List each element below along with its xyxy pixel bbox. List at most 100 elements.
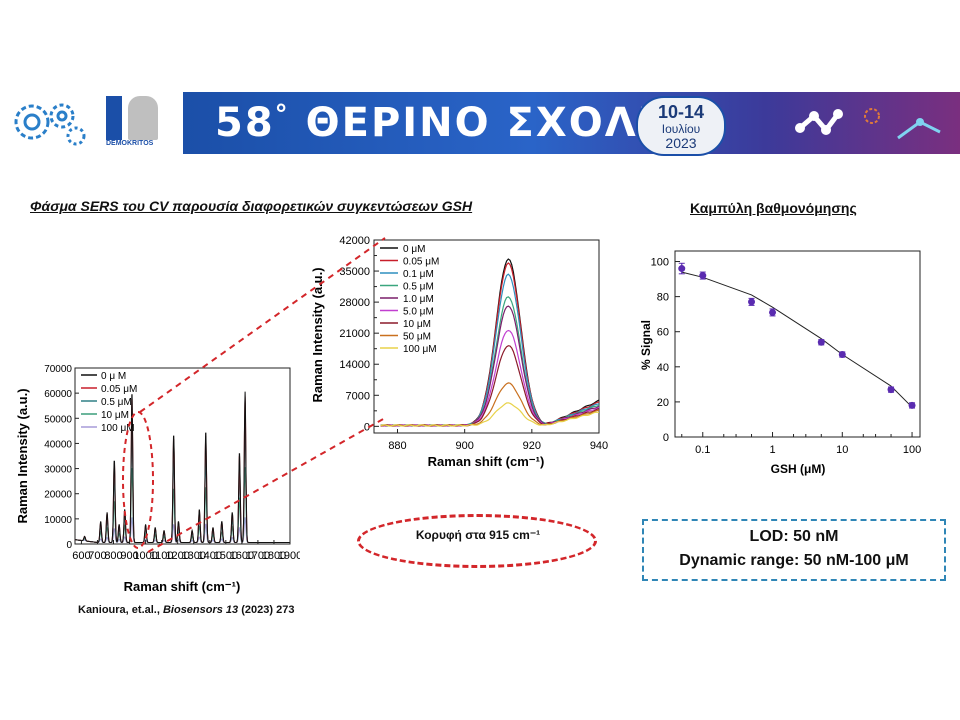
x-tick-label: 1 [769,444,775,456]
spectrum-line [75,391,290,544]
x-tick-label: 1700 [246,550,270,562]
data-point [887,386,895,394]
y-tick-label: 70000 [44,364,72,375]
date-badge: 10-14 Ιουλίου 2023 [636,96,726,156]
date-year: 2023 [665,135,697,151]
demokritos-logo: DEMOKRITOS [106,96,160,156]
peak-note-text: Κορυφή στα 915 cm⁻¹ [415,528,541,542]
legend-label: 0 μM [403,244,425,255]
data-point [838,351,846,359]
legend-label: 1.0 μM [403,294,434,305]
y-tick-label: 35000 [339,266,370,278]
lod-box: LOD: 50 nM Dynamic range: 50 nM-100 μM [642,519,946,581]
data-point [769,308,777,316]
degree-sign: ° [274,100,290,130]
data-point [748,298,756,306]
date-range: 10-14 [657,102,705,122]
x-tick-label: 1100 [150,550,174,562]
x-tick-label: 880 [388,440,406,452]
y-tick-label: 7000 [346,390,370,402]
y-tick-label: 0 [663,432,669,444]
x-tick-label: 1200 [165,550,189,562]
calibration-title: Καμπύλη βαθμονόμησης [690,200,857,216]
x-tick-label: 920 [523,440,541,452]
legend-label: 100 μM [101,423,135,434]
x-tick-label: 800 [104,550,122,562]
legend-label: 5.0 μM [403,307,434,318]
x-tick-label: 1900 [278,550,300,562]
y-tick-label: 21000 [339,328,370,340]
x-tick-label: 1000 [133,550,157,562]
lod-value: LOD: 50 nM [749,528,839,545]
citation-authors: Kanioura, et.al., [78,604,163,616]
banner-number: 58 [215,100,275,146]
y-tick-label: 100 [651,257,669,269]
legend-label: 0.5 μM [403,282,434,293]
dynamic-range: Dynamic range: 50 nM-100 μM [679,552,909,569]
left-title: Φάσμα SERS του CV παρουσία διαφορετικών … [30,198,473,214]
legend-label: 0.05 μM [101,384,137,395]
x-tick-label: 1400 [198,550,222,562]
calibration-chart: 0.1 1 10 100 0 20 40 60 80 100 GSH (μM) % Signal [639,250,921,476]
citation: Kanioura, et.al., Biosensors 13 (2023) 2… [78,604,294,616]
demokritos-bust [128,96,159,140]
y-axis-label: Raman Intensity (a.u.) [310,267,325,402]
zoom-connector-lower [147,417,386,553]
data-point [678,265,686,273]
x-axis-label: Raman shift (cm⁻¹) [428,454,545,469]
full-spectrum-chart: 6007008009001000110012001300140015001600… [15,364,300,594]
y-tick-label: 20 [657,397,669,409]
x-axis-label: Raman shift (cm⁻¹) [124,579,241,594]
y-tick-label: 40 [657,362,669,374]
y-axis-label: Raman Intensity (a.u.) [15,388,30,523]
gears-logo [14,103,86,146]
y-tick-label: 0 [364,421,370,433]
molecule-decoration [795,108,941,140]
x-tick-label: 1500 [214,550,238,562]
y-tick-label: 60 [657,327,669,339]
y-axis-label: % Signal [639,320,653,370]
legend-label: 0 μ M [101,371,126,382]
y-tick-label: 40000 [44,439,72,450]
y-tick-label: 42000 [339,235,370,247]
y-tick-label: 60000 [44,389,72,400]
y-tick-label: 28000 [339,297,370,309]
x-tick-label: 1600 [230,550,254,562]
y-tick-label: 50000 [44,414,72,425]
y-tick-label: 10000 [44,515,72,526]
data-point [699,272,707,280]
peak-note-ellipse [357,514,597,568]
demokritos-label: DEMOKRITOS [106,140,154,147]
x-tick-label: 900 [455,440,473,452]
y-tick-label: 80 [657,292,669,304]
legend-label: 100 μM [403,344,437,355]
x-tick-label: 1800 [262,550,286,562]
legend-label: 0.5 μM [101,397,132,408]
x-tick-label: 10 [836,444,848,456]
data-point [817,338,825,346]
y-tick-label: 30000 [44,465,72,476]
spectrum-line [380,402,599,427]
x-tick-label: 100 [903,444,921,456]
legend-label: 0.1 μM [403,269,434,280]
fit-line [681,271,913,408]
x-tick-label: 940 [590,440,608,452]
x-tick-label: 1300 [181,550,205,562]
citation-details: (2023) 273 [238,604,295,616]
legend-label: 0.05 μM [403,257,439,268]
x-axis-label: GSH (μM) [771,462,826,476]
x-tick-label: 0.1 [695,444,710,456]
legend-label: 50 μM [403,332,431,343]
zoom-spectrum-chart: 880 900 920 940 0 7000 14000 21000 28000 35000 420… [310,235,608,469]
data-point [908,401,916,409]
legend-label: 10 μM [101,410,129,421]
date-month: Ιουλίου [661,122,701,136]
peak-highlight-ellipse [122,411,154,549]
x-tick-label: 600 [72,550,90,562]
legend-label: 10 μM [403,319,431,330]
x-tick-label: 900 [120,550,138,562]
plot-frame [74,367,291,545]
y-tick-label: 20000 [44,490,72,501]
zoom-connector-upper [139,237,386,413]
y-tick-label: 0 [66,540,72,551]
